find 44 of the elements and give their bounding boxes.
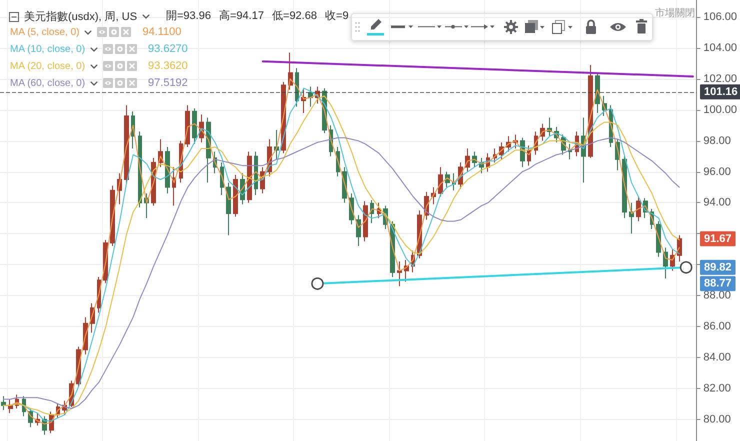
- y-tick-label: 98.00: [703, 134, 731, 147]
- text: MA (5, close, 0): [10, 26, 80, 38]
- annotation: 94.1100: [142, 26, 182, 38]
- candlestick: [8, 398, 13, 414]
- text: 91.67: [704, 232, 732, 245]
- text: 89.82: [704, 261, 732, 274]
- text: 開=93.96 高=94.17 低=92.68 收=9: [166, 8, 349, 23]
- annotation: 市場關閉: [655, 6, 695, 20]
- candlestick: [308, 86, 313, 108]
- text: MA (20, close, 0): [10, 60, 86, 72]
- y-tick-label: 104.00: [703, 42, 738, 54]
- candlestick: [363, 200, 368, 242]
- candlestick: [274, 129, 279, 160]
- candlestick: [629, 202, 634, 234]
- text: MA (10, close, 0): [10, 44, 86, 54]
- candlestick: [404, 259, 409, 282]
- candlestick: [233, 174, 238, 218]
- annotation: 97.5192: [148, 77, 188, 89]
- y-tick-label: 80.00: [703, 413, 731, 426]
- text: 美元指數(usdx), 周, US: [24, 10, 138, 24]
- y-tick-label: 106.00: [703, 11, 738, 24]
- candlestick: [185, 104, 190, 148]
- candlestick: [438, 166, 443, 198]
- text: MA (60, close, 0): [10, 78, 86, 88]
- candlestick: [226, 182, 231, 236]
- y-tick-label: 96.00: [703, 166, 731, 178]
- candlestick: [636, 196, 641, 222]
- candlestick: [1, 396, 6, 411]
- y-tick-label: 84.00: [703, 351, 731, 364]
- y-tick-label: 82.00: [703, 382, 731, 394]
- y-tick-label: 100.00: [703, 104, 738, 116]
- candlestick: [568, 143, 572, 160]
- candlestick: [192, 108, 197, 144]
- annotation: 93.6270: [148, 43, 188, 55]
- candlestick: [397, 261, 402, 287]
- y-tick-label: 86.00: [703, 320, 731, 332]
- ref-line-label: 101.16: [704, 86, 738, 98]
- text: 88.77: [704, 278, 732, 290]
- candlestick: [295, 68, 299, 108]
- y-tick-label: 88.00: [703, 290, 731, 302]
- candlestick: [124, 104, 129, 185]
- y-tick-label: 102.00: [703, 72, 738, 85]
- annotation: 93.3620: [148, 60, 188, 72]
- y-tick-label: 94.00: [703, 196, 731, 209]
